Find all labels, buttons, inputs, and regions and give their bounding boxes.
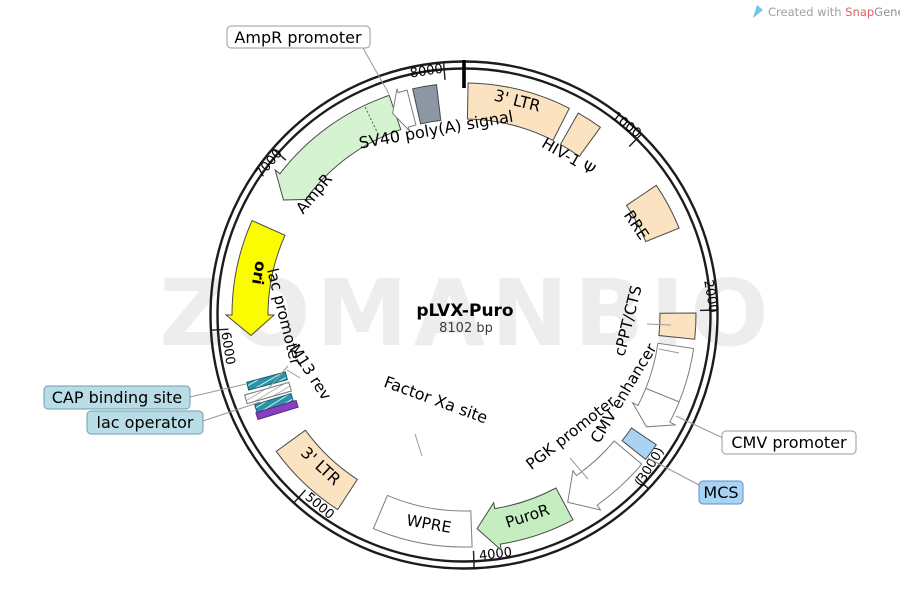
leader-pgk-promoter (569, 457, 589, 480)
callout-cap-binding-site: CAP binding site (43, 385, 191, 410)
callout-cap-binding-site-text: CAP binding site (52, 388, 182, 407)
feature-sv40-polya (412, 84, 442, 125)
callout-ampr-promoter: AmpR promoter (226, 25, 371, 49)
leader-lac-promoter (267, 365, 289, 390)
tick-6000 (211, 328, 229, 331)
feature-cmv-enhancer-promoter-arrow (631, 342, 695, 428)
tick-label-2000: 2000 (700, 279, 721, 314)
feature-cppt-cts (658, 312, 697, 340)
callout-lac-operator-text: lac operator (97, 413, 194, 432)
tick-7000 (272, 148, 287, 161)
leader-cppt (646, 323, 672, 326)
plasmid-name: pLVX-Puro (416, 301, 513, 321)
tick-3000 (635, 476, 649, 489)
leader-factor-xa (414, 433, 423, 457)
credit-brand-snap: Snap (845, 5, 874, 19)
leader-m13-rev (286, 369, 301, 379)
feature-ori-arrow (224, 219, 286, 337)
feature-m13-rev-primer (244, 381, 292, 405)
feature-puror-arrow (476, 487, 574, 552)
feature-3ltr-top (466, 82, 570, 142)
leader-cap-binding (189, 383, 247, 398)
callout-lac-operator: lac operator (86, 410, 204, 435)
callout-ampr-promoter-text: AmpR promoter (234, 28, 362, 47)
tick-label-6000: 6000 (217, 331, 237, 366)
callout-cmv-promoter-text: CMV promoter (731, 433, 847, 452)
leader-cmv-promoter (675, 415, 724, 439)
feature-mcs (621, 427, 657, 461)
snapgene-credit: Created with SnapGene® (753, 5, 900, 19)
callout-mcs: MCS (698, 480, 744, 505)
feature-wpre (372, 494, 473, 548)
leader-mcs (645, 456, 700, 486)
callout-cmv-promoter: CMV promoter (721, 430, 857, 455)
snapgene-logo-icon (753, 5, 763, 18)
feature-hiv1-psi (559, 112, 602, 158)
feature-pgk-promoter-arrow (567, 440, 643, 511)
tick-label-4000: 4000 (478, 545, 513, 564)
feature-cap-binding-site (246, 371, 288, 391)
feature-ampr-arrow (274, 94, 402, 201)
label-factor-xa: Factor Xa site (382, 372, 491, 427)
ampr-signal-boundary (364, 106, 380, 137)
feature-3ltr-bottom (275, 429, 358, 511)
feature-ampr-promoter-arrow (392, 88, 417, 132)
cmv-enhancer-promoter-divider (645, 387, 680, 403)
credit-brand-gene: Gene® (874, 5, 900, 19)
tick-label-8000: 8000 (409, 62, 444, 82)
tick-1000 (628, 133, 642, 147)
tick-5000 (293, 489, 307, 503)
leader-ampr-promoter (362, 47, 390, 95)
tick-8000 (442, 62, 446, 80)
snapgene-credit-text: Created with SnapGene® (768, 5, 900, 19)
leader-lac-operator (202, 401, 261, 422)
feature-rre (625, 184, 680, 243)
tick-4000 (472, 550, 475, 568)
plasmid-size: 8102 bp (439, 321, 493, 336)
leader-cmv-enhancer (658, 348, 680, 354)
credit-prefix: Created with (768, 5, 845, 19)
label-ori: ori (248, 260, 270, 286)
feature-lac-operator-box (255, 399, 299, 421)
callout-mcs-text: MCS (703, 483, 738, 502)
